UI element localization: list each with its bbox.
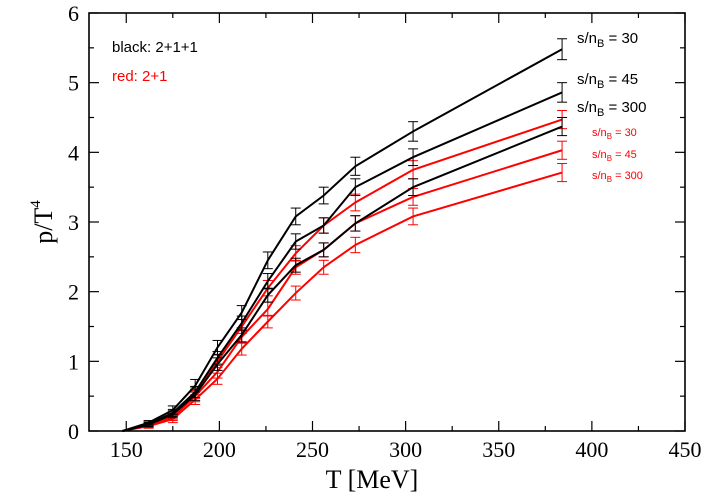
error-bar [557, 162, 568, 183]
error-bar [350, 178, 361, 197]
series-label-red-4: s/nB = 45 [592, 149, 637, 163]
error-bar [557, 38, 568, 61]
error-bar [262, 251, 273, 270]
error-bar [290, 233, 301, 250]
y-axis-title-main: p/T [29, 208, 58, 244]
error-bar [262, 314, 273, 329]
error-bar [236, 327, 247, 343]
error-bar [212, 372, 223, 385]
error-bar [408, 121, 419, 142]
y-tick-label: 2 [68, 280, 79, 305]
series-black-2 [122, 117, 568, 432]
error-bar [318, 186, 329, 205]
error-bar [190, 388, 201, 401]
x-tick-label: 300 [389, 437, 422, 462]
series-red-3 [122, 110, 568, 432]
error-bar [262, 287, 273, 303]
series-black-1 [122, 82, 568, 432]
series-line [122, 91, 563, 432]
series-label-black-2: s/nB = 300 [577, 99, 646, 119]
y-axis-title-sup: 4 [28, 200, 44, 208]
series-label-red-5: s/nB = 300 [592, 170, 643, 184]
error-bar [350, 215, 361, 232]
series-label-black-1: s/nB = 45 [577, 71, 638, 91]
series-black-0 [122, 38, 568, 432]
y-axis-title: p/T4 [28, 200, 58, 244]
error-bar [290, 285, 301, 301]
error-bar [408, 207, 419, 226]
x-axis-title: T [MeV] [326, 465, 419, 494]
legend-note-red: red: 2+1 [112, 68, 167, 85]
x-tick-label: 350 [482, 437, 515, 462]
error-bar [350, 156, 361, 176]
error-bar [236, 342, 247, 356]
series-labels: s/nB = 30 s/nB = 45 s/nB = 300 s/nB = 30 s/n… [577, 30, 646, 184]
error-bar [408, 148, 419, 167]
series-red-4 [122, 140, 568, 432]
series-line [122, 125, 563, 432]
error-bar [143, 422, 154, 428]
y-tick-label: 0 [68, 419, 79, 444]
error-bar [318, 242, 329, 258]
x-tick-label: 400 [575, 437, 608, 462]
legend-notes: black: 2+1+1 red: 2+1 [112, 39, 198, 85]
series-layer [122, 38, 568, 432]
y-tick-label: 1 [68, 349, 79, 374]
axes-layer: 150 200 250 300 350 400 450 0 1 2 3 4 5 6 [68, 1, 702, 462]
error-bar [290, 207, 301, 226]
error-bar [350, 236, 361, 254]
y-tick-label: 3 [68, 210, 79, 235]
error-bar [408, 178, 419, 197]
series-label-red-3: s/nB = 30 [592, 127, 637, 141]
y-axis-title-group: p/T4 [28, 200, 58, 244]
x-tick-label: 450 [669, 437, 702, 462]
series-line [122, 118, 563, 432]
series-label-black-0: s/nB = 30 [577, 30, 638, 50]
error-bar [557, 140, 568, 160]
error-bar [167, 410, 178, 419]
y-tick-label: 6 [68, 1, 79, 26]
y-tick-label: 5 [68, 71, 79, 96]
x-tick-label: 150 [110, 437, 143, 462]
series-line [122, 171, 563, 432]
x-tick-label: 200 [203, 437, 236, 462]
error-bar [212, 357, 223, 371]
error-bar [557, 117, 568, 137]
x-tick-label: 250 [296, 437, 329, 462]
error-bar [350, 193, 361, 212]
error-bar [318, 217, 329, 234]
legend-note-black: black: 2+1+1 [112, 39, 198, 56]
error-bar [290, 257, 301, 273]
error-bar [557, 82, 568, 103]
plot-frame [88, 12, 686, 432]
error-bar [318, 259, 329, 275]
series-line [122, 48, 563, 432]
y-tick-label: 4 [68, 140, 79, 165]
series-line [122, 149, 563, 432]
